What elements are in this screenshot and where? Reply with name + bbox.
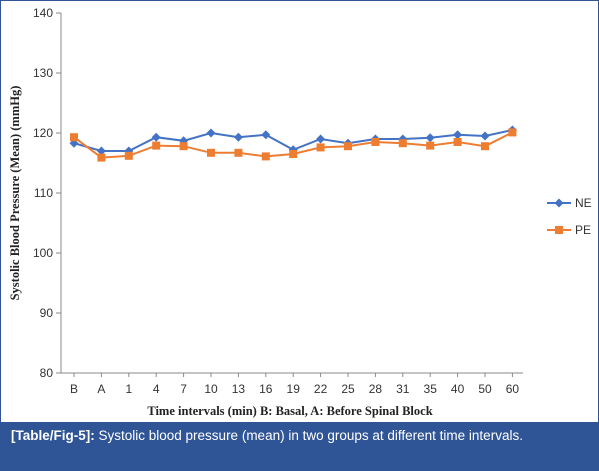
caption-label: [Table/Fig-5]: xyxy=(11,428,95,443)
x-tick-label: 19 xyxy=(287,382,301,396)
y-tick-label: 140 xyxy=(33,6,53,20)
data-point-ne xyxy=(233,132,243,142)
data-point-pe xyxy=(344,142,352,151)
y-tick-label: 120 xyxy=(33,126,53,140)
data-point-pe xyxy=(207,148,215,157)
data-point-pe xyxy=(70,133,78,142)
x-axis-ticks: B A 1 4 7 10 13 16 19 22 25 28 31 35 40 50 60 xyxy=(70,373,519,396)
caption-text: Systolic blood pressure (mean) in two gr… xyxy=(94,428,523,443)
x-tick-label: 13 xyxy=(232,382,246,396)
legend-label-pe: PE xyxy=(575,223,591,237)
x-tick-label: 10 xyxy=(204,382,218,396)
x-tick-label: 35 xyxy=(424,382,438,396)
data-point-pe xyxy=(481,142,489,151)
series-layer xyxy=(69,125,517,162)
data-point-pe xyxy=(179,142,188,151)
x-tick-label: 50 xyxy=(478,382,492,396)
x-tick-label: A xyxy=(97,382,105,396)
x-tick-label: 7 xyxy=(180,382,187,396)
y-axis-title: Systolic Blood Pressure (Mean) (mmHg) xyxy=(8,86,22,301)
data-point-pe xyxy=(371,138,380,146)
data-point-pe xyxy=(508,128,517,137)
data-point-pe xyxy=(261,152,270,161)
x-axis-title: Time intervals (min) B: Basal, A: Before… xyxy=(147,404,432,418)
data-point-pe xyxy=(234,148,243,157)
x-tick-label: 28 xyxy=(369,382,383,396)
x-tick-label: 31 xyxy=(396,382,410,396)
data-point-ne xyxy=(206,128,216,138)
legend-label-ne: NE xyxy=(575,196,592,210)
legend-marker-ne xyxy=(554,198,564,208)
data-point-pe xyxy=(97,153,106,162)
data-point-pe xyxy=(426,141,435,150)
y-tick-label: 110 xyxy=(34,186,53,200)
data-point-pe xyxy=(289,150,298,158)
data-point-ne xyxy=(480,131,490,141)
y-tick-label: 80 xyxy=(40,366,54,380)
x-tick-label: 4 xyxy=(153,382,160,396)
data-point-pe xyxy=(124,151,133,160)
legend: NE PE xyxy=(547,196,592,237)
data-point-ne xyxy=(425,133,435,143)
x-tick-label: 40 xyxy=(451,382,465,396)
data-point-pe xyxy=(316,143,325,152)
data-point-ne xyxy=(151,132,161,142)
chart-svg: 80 90 100 110 120 130 140 B A 1 4 7 10 13 16 19 22 25 28 3… xyxy=(8,6,592,418)
x-tick-label: 60 xyxy=(506,382,520,396)
data-point-ne xyxy=(96,146,106,156)
x-tick-label: B xyxy=(70,382,78,396)
legend-marker-pe xyxy=(555,226,563,234)
y-tick-label: 100 xyxy=(33,246,53,260)
y-axis-ticks: 80 90 100 110 120 130 140 xyxy=(33,6,61,380)
x-tick-label: 1 xyxy=(125,382,132,396)
figure-caption: [Table/Fig-5]: Systolic blood pressure (… xyxy=(1,422,598,470)
x-tick-label: 25 xyxy=(341,382,355,396)
x-tick-label: 22 xyxy=(314,382,328,396)
data-point-pe xyxy=(152,141,161,150)
data-point-pe xyxy=(453,138,462,146)
x-tick-label: 16 xyxy=(259,382,273,396)
data-point-ne xyxy=(316,134,326,144)
data-point-pe xyxy=(398,139,407,148)
data-point-ne xyxy=(261,130,271,140)
y-tick-label: 90 xyxy=(40,306,54,320)
data-point-ne xyxy=(453,130,463,140)
y-tick-label: 130 xyxy=(33,66,53,80)
